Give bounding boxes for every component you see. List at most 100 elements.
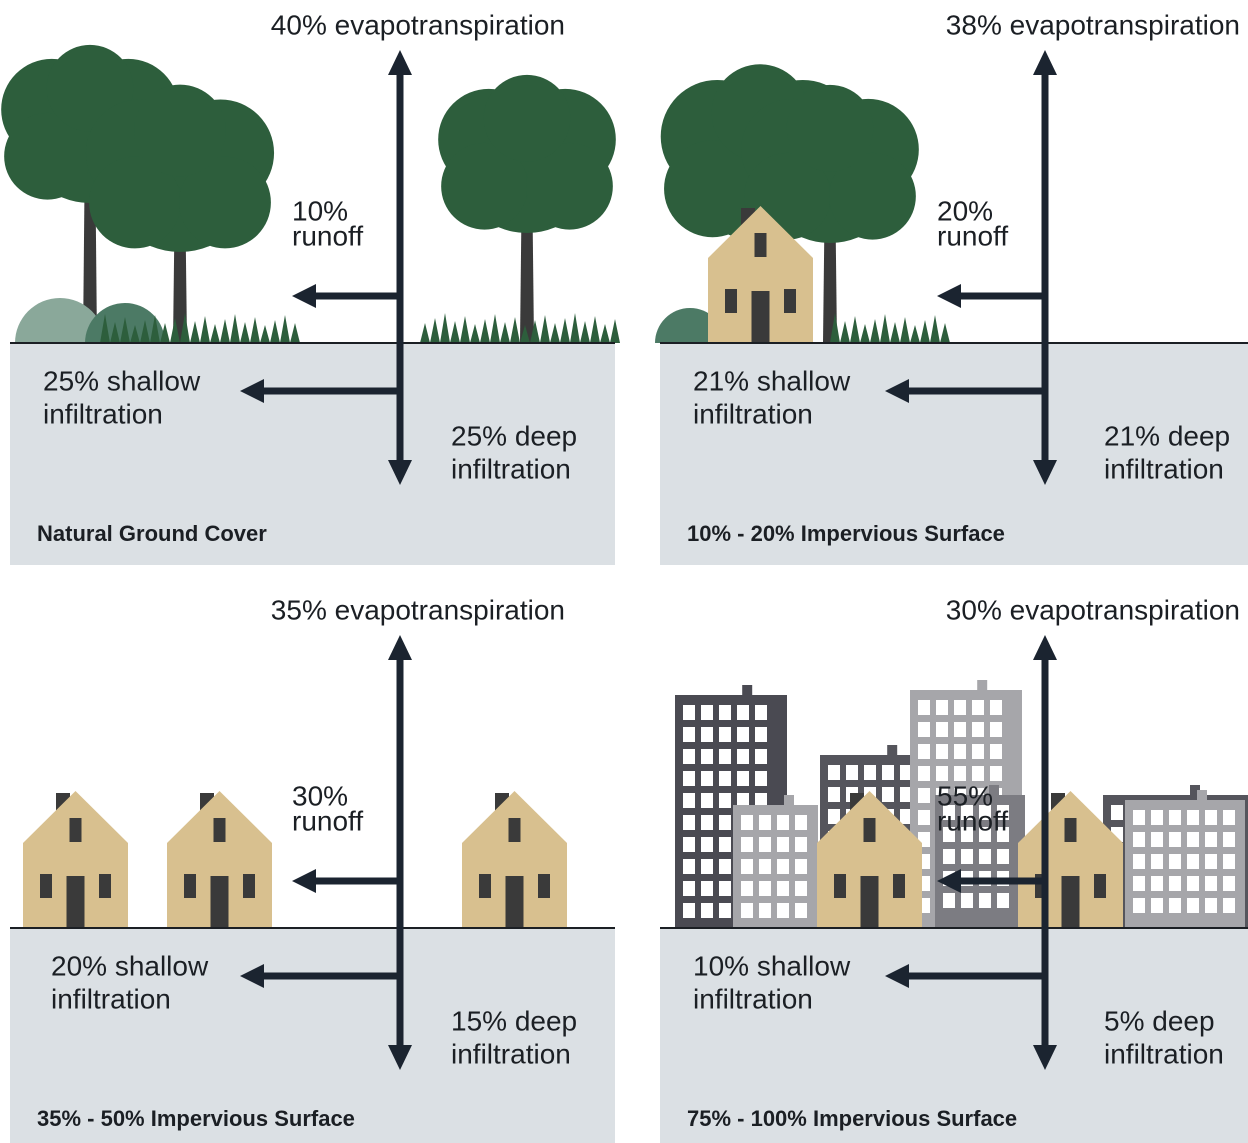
building-window (701, 749, 713, 764)
building-window (683, 903, 695, 918)
building-window (683, 859, 695, 874)
tree-canopy (89, 156, 181, 249)
building-window (936, 744, 948, 759)
house-door (860, 876, 879, 928)
ground (10, 928, 615, 1143)
building-window (1205, 854, 1217, 869)
panel-title: 10% - 20% Impervious Surface (687, 521, 1005, 546)
arrowhead (292, 869, 316, 893)
runoff-label: 30% (292, 780, 348, 811)
house-window (211, 816, 228, 844)
runoff-label: runoff (937, 220, 1008, 251)
building-window (701, 903, 713, 918)
building-window (719, 859, 731, 874)
building-window (737, 771, 749, 786)
building-window (954, 766, 966, 781)
house-window (752, 231, 769, 259)
building-window (683, 771, 695, 786)
building-window (1223, 810, 1235, 825)
house-door (1061, 876, 1080, 928)
building-window (900, 765, 912, 780)
arrowhead (240, 379, 264, 403)
runoff-label: runoff (292, 220, 363, 251)
building-window (1169, 854, 1181, 869)
building-window (979, 827, 991, 842)
arrowhead (388, 1045, 412, 1070)
building-window (954, 744, 966, 759)
building-window (777, 903, 789, 918)
shallow-label: infiltration (693, 983, 813, 1014)
building-window (737, 705, 749, 720)
panel-title: Natural Ground Cover (37, 521, 267, 546)
building-window (828, 787, 840, 802)
building-window (900, 787, 912, 802)
house-window (241, 872, 257, 900)
building-window (759, 815, 771, 830)
building-window (719, 815, 731, 830)
building-window (755, 727, 767, 742)
building-roof (977, 680, 988, 690)
deep-label: 5% deep (1104, 1005, 1215, 1036)
building-window (979, 893, 991, 908)
house-window (67, 816, 84, 844)
arrowhead (885, 964, 909, 988)
house-door (66, 876, 85, 928)
building-window (701, 859, 713, 874)
building-roof (887, 745, 898, 755)
building-window (683, 837, 695, 852)
house-door (210, 876, 229, 928)
arrowhead (388, 50, 412, 75)
building-roof (989, 785, 999, 795)
building-window (1151, 898, 1163, 913)
house-window (506, 816, 523, 844)
house-window (723, 287, 739, 315)
building-window (961, 805, 973, 820)
house-door (751, 291, 770, 343)
building-window (972, 744, 984, 759)
house-window (182, 872, 198, 900)
runoff-label: 20% (937, 195, 993, 226)
deep-label: infiltration (1104, 1038, 1224, 1069)
building-window (1133, 898, 1145, 913)
house-window (477, 872, 493, 900)
building-window (943, 849, 955, 864)
building-window (741, 815, 753, 830)
building-window (936, 700, 948, 715)
building-window (918, 722, 930, 737)
building-window (683, 749, 695, 764)
tree-canopy (441, 142, 528, 230)
building-window (1151, 832, 1163, 847)
building-window (795, 903, 807, 918)
building-window (1169, 832, 1181, 847)
building-window (741, 837, 753, 852)
arrowhead (240, 964, 264, 988)
building-window (759, 837, 771, 852)
building-window (846, 765, 858, 780)
arrowhead (388, 635, 412, 660)
building-window (701, 793, 713, 808)
building-window (1151, 876, 1163, 891)
panel-title: 75% - 100% Impervious Surface (687, 1106, 1017, 1131)
grass (830, 313, 950, 343)
runoff-label: runoff (937, 805, 1008, 836)
building-window (1187, 876, 1199, 891)
building-window (701, 771, 713, 786)
building-window (1187, 810, 1199, 825)
building-window (918, 700, 930, 715)
shallow-label: 10% shallow (693, 950, 851, 981)
building-window (1187, 832, 1199, 847)
arrowhead (1033, 635, 1057, 660)
building-window (961, 893, 973, 908)
building-window (719, 771, 731, 786)
building-window (979, 805, 991, 820)
building-window (777, 881, 789, 896)
building-window (1223, 832, 1235, 847)
house-window (782, 287, 798, 315)
building-window (1223, 898, 1235, 913)
arrowhead (1033, 460, 1057, 485)
shallow-label: 21% shallow (693, 365, 851, 396)
building-window (900, 809, 912, 824)
building-window (1133, 810, 1145, 825)
house-door (505, 876, 524, 928)
house-window (536, 872, 552, 900)
